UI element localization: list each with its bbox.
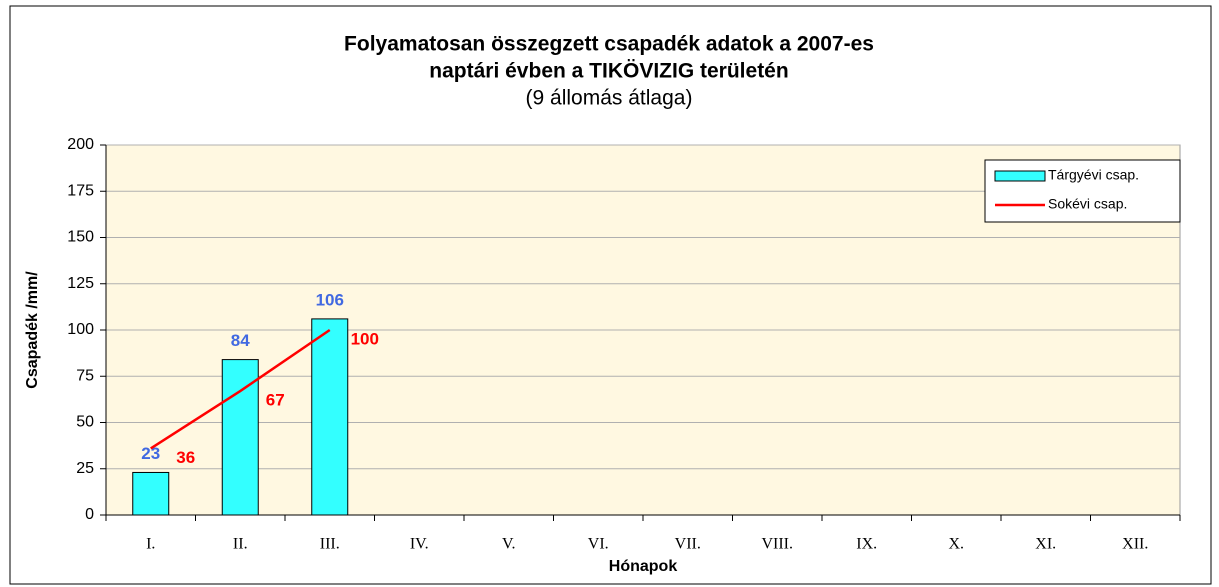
x-tick-label: VII.	[675, 536, 701, 553]
x-tick-label: IV.	[410, 536, 429, 553]
line-value-label: 67	[266, 391, 285, 410]
legend-box	[984, 159, 1181, 223]
bar-value-label: 106	[316, 290, 344, 309]
y-tick-label: 125	[67, 275, 94, 292]
x-tick-label: X.	[948, 536, 964, 553]
x-tick-label: V.	[502, 536, 516, 553]
bar	[221, 359, 259, 516]
bar-value-label: 84	[231, 331, 250, 350]
line-value-label: 36	[176, 448, 195, 467]
y-tick-label: 0	[85, 506, 94, 523]
y-tick-label: 175	[67, 182, 94, 199]
x-tick-label: VI.	[588, 536, 609, 553]
x-tick-label: III.	[320, 536, 340, 553]
line-value-label: 100	[351, 329, 379, 348]
chart-title: Folyamatosan összegzett csapadék adatok …	[344, 33, 874, 56]
bar	[311, 318, 349, 516]
y-tick-label: 100	[67, 321, 94, 338]
bar	[132, 471, 170, 516]
y-tick-label: 25	[76, 460, 94, 477]
legend-label: Tárgyévi csap.	[1048, 167, 1139, 183]
x-tick-label: XII.	[1122, 536, 1148, 553]
line	[150, 328, 331, 450]
x-tick-label: IX.	[856, 536, 877, 553]
y-tick-label: 150	[67, 229, 94, 246]
x-tick-label: II.	[233, 536, 248, 553]
y-tick-label: 200	[67, 136, 94, 153]
y-axis-label: Csapadék /mm/	[24, 271, 41, 389]
chart-title: naptári évben a TIKÖVIZIG területén	[429, 60, 788, 83]
bar-value-label: 23	[141, 444, 160, 463]
y-tick-label: 75	[76, 367, 94, 384]
x-tick-label: XI.	[1035, 536, 1056, 553]
x-tick-label: VIII.	[761, 536, 793, 553]
x-axis-label: Hónapok	[609, 558, 678, 575]
legend-swatch	[994, 170, 1046, 182]
legend-label: Sokévi csap.	[1048, 196, 1127, 212]
x-tick-label: I.	[146, 536, 155, 553]
y-tick-label: 50	[76, 414, 94, 431]
chart-subtitle: (9 állomás átlaga)	[526, 87, 693, 110]
